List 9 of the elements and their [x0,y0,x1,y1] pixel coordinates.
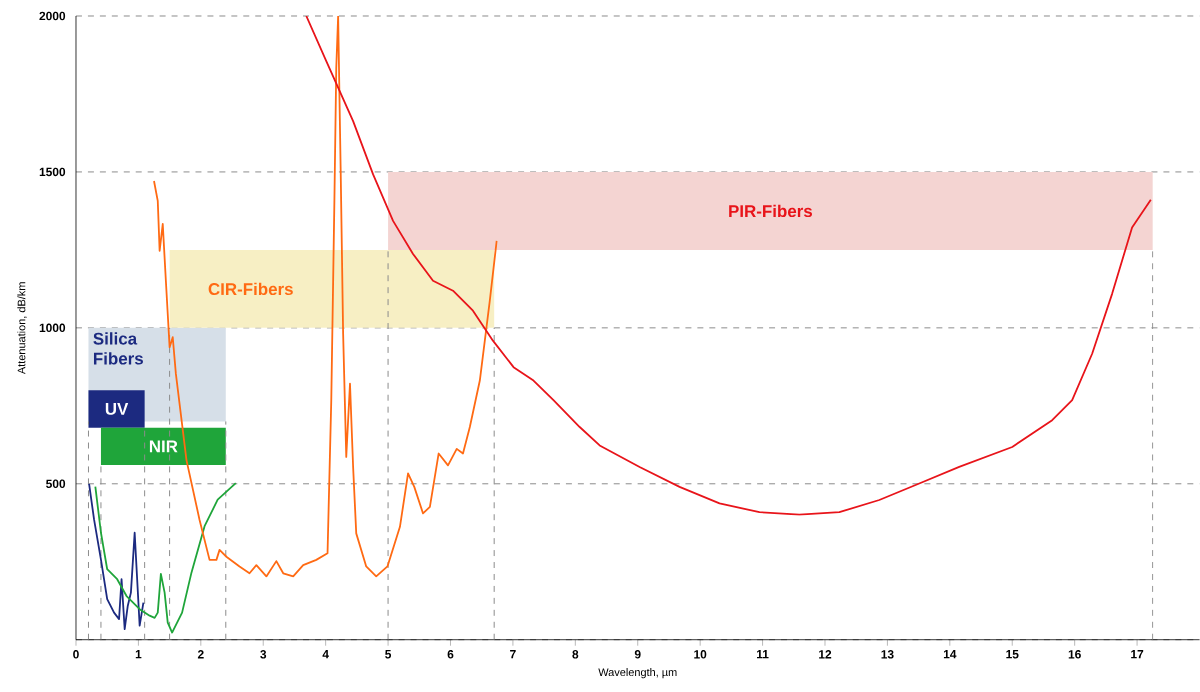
band-label: NIR [149,440,178,453]
band-label: Silica Fibers [93,332,143,365]
band-label: PIR-Fibers [729,204,813,218]
line-series [94,482,237,634]
line-series [88,483,145,631]
line-series [153,16,498,578]
band-label: UV [105,403,129,415]
line-series [305,16,1152,516]
band-label: CIR-Fibers [208,282,293,296]
